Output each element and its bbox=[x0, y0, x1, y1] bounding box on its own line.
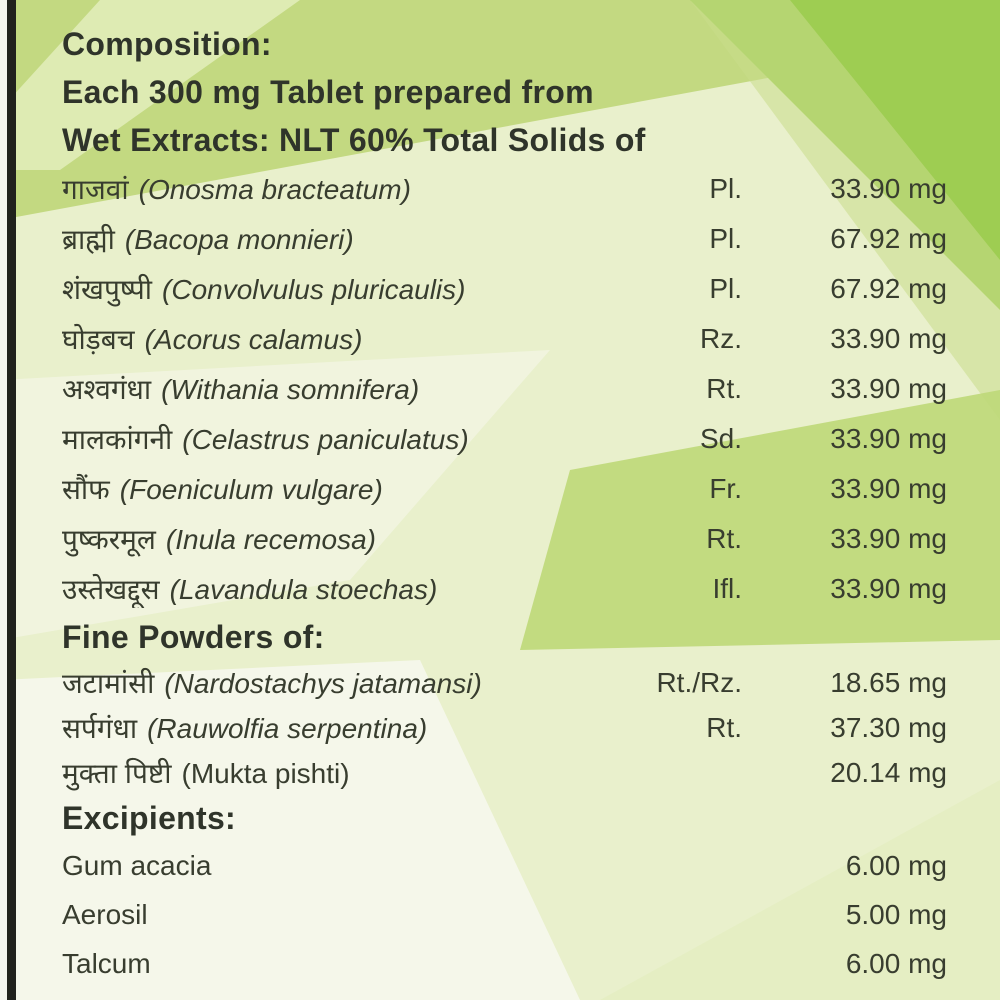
ingredient-name-latin: (Withania somnifera) bbox=[161, 374, 420, 405]
ingredient-amount: 20.14 mg bbox=[830, 756, 947, 788]
ingredient-row: पुष्करमूल (Inula recemosa) Rt. 33.90 mg bbox=[62, 514, 947, 564]
plant-part: Rt. bbox=[706, 711, 742, 743]
ingredient-row: उस्तेखद्दूस (Lavandula stoechas) Ifl. 33… bbox=[62, 564, 947, 614]
ingredient-amount: 33.90 mg bbox=[830, 173, 947, 204]
left-edge-highlight bbox=[0, 0, 7, 1000]
ingredient-row: ब्राह्मी (Bacopa monnieri) Pl. 67.92 mg bbox=[62, 214, 947, 264]
ingredient-name-hindi: जटामांसी bbox=[62, 667, 155, 699]
plant-part: Pl. bbox=[709, 173, 742, 204]
ingredient-row: गाजवां (Onosma bracteatum) Pl. 33.90 mg bbox=[62, 164, 947, 214]
excipient-row: Gum acacia 6.00 mg bbox=[62, 841, 947, 890]
ingredient-name: ब्राह्मी (Bacopa monnieri) bbox=[62, 220, 622, 258]
excipient-name: Gum acacia bbox=[62, 849, 212, 881]
ingredient-name-latin: (Celastrus paniculatus) bbox=[182, 424, 469, 455]
ingredient-name-hindi: सर्पगंधा bbox=[62, 712, 138, 744]
ingredient-row: सर्पगंधा (Rauwolfia serpentina) Rt. 37.3… bbox=[62, 705, 947, 750]
excipient-amount: 6.00 mg bbox=[845, 947, 947, 979]
excipient-amount: 6.00 mg bbox=[845, 849, 947, 881]
excipient-row: Talcum 6.00 mg bbox=[62, 939, 947, 988]
ingredient-name-latin: (Nardostachys jatamansi) bbox=[164, 667, 482, 699]
ingredient-name-latin: (Acorus calamus) bbox=[144, 324, 363, 355]
ingredient-name-hindi: उस्तेखद्दूस bbox=[62, 574, 160, 605]
ingredient-row: सौंफ (Foeniculum vulgare) Fr. 33.90 mg bbox=[62, 464, 947, 514]
ingredient-name: मालकांगनी (Celastrus paniculatus) bbox=[62, 420, 622, 458]
ingredient-amount: 33.90 mg bbox=[830, 323, 947, 354]
plant-part: Rt. bbox=[706, 373, 742, 404]
ingredient-name-hindi: शंखपुष्पी bbox=[62, 274, 153, 305]
ingredient-name: मुक्ता पिष्टी (Mukta pishti) bbox=[62, 754, 622, 792]
ingredient-row: मालकांगनी (Celastrus paniculatus) Sd. 33… bbox=[62, 414, 947, 464]
ingredient-amount: 33.90 mg bbox=[830, 523, 947, 554]
excipients-heading: Excipients: bbox=[62, 799, 237, 836]
plant-part: Rz. bbox=[700, 323, 742, 354]
ingredient-name: अश्वगंधा (Withania somnifera) bbox=[62, 370, 622, 408]
plant-part: Ifl. bbox=[712, 573, 742, 604]
ingredient-amount: 33.90 mg bbox=[830, 573, 947, 604]
plant-part: Pl. bbox=[709, 223, 742, 254]
ingredient-name: जटामांसी (Nardostachys jatamansi) bbox=[62, 664, 622, 702]
ingredient-name-hindi: मुक्ता पिष्टी bbox=[62, 757, 172, 789]
ingredient-amount: 67.92 mg bbox=[830, 223, 947, 254]
ingredient-row: घोड़बच (Acorus calamus) Rz. 33.90 mg bbox=[62, 314, 947, 364]
ingredient-name-latin: (Inula recemosa) bbox=[165, 524, 377, 555]
plant-part: Rt. bbox=[706, 523, 742, 554]
ingredient-name-hindi: पुष्करमूल bbox=[62, 524, 156, 555]
tablet-statement: Each 300 mg Tablet prepared from bbox=[62, 73, 594, 110]
ingredient-row: मुक्ता पिष्टी (Mukta pishti) 20.14 mg bbox=[62, 750, 947, 795]
ingredient-name-hindi: घोड़बच bbox=[62, 324, 135, 355]
left-edge-shadow bbox=[7, 0, 16, 1000]
ingredient-name-latin: (Onosma bracteatum) bbox=[138, 174, 411, 205]
ingredient-name: पुष्करमूल (Inula recemosa) bbox=[62, 520, 622, 558]
ingredient-name-latin: (Lavandula stoechas) bbox=[169, 574, 438, 605]
plant-part: Fr. bbox=[709, 473, 742, 504]
plant-part: Sd. bbox=[699, 423, 742, 454]
ingredient-name: सर्पगंधा (Rauwolfia serpentina) bbox=[62, 709, 622, 747]
excipient-amount: 5.00 mg bbox=[845, 898, 947, 930]
ingredient-amount: 33.90 mg bbox=[830, 373, 947, 404]
excipient-name: Aerosil bbox=[62, 898, 148, 930]
ingredient-row: जटामांसी (Nardostachys jatamansi) Rt./Rz… bbox=[62, 660, 947, 705]
ingredient-name-latin: (Bacopa monnieri) bbox=[124, 224, 354, 255]
ingredient-name-hindi: गाजवां bbox=[62, 174, 129, 205]
fine-powders-heading: Fine Powders of: bbox=[62, 618, 325, 655]
wet-extracts-heading: Wet Extracts: NLT 60% Total Solids of bbox=[62, 121, 646, 158]
ingredient-amount: 33.90 mg bbox=[830, 423, 947, 454]
ingredient-name: घोड़बच (Acorus calamus) bbox=[62, 320, 622, 358]
ingredient-name-latin: (Foeniculum vulgare) bbox=[119, 474, 383, 505]
ingredient-name: सौंफ (Foeniculum vulgare) bbox=[62, 470, 622, 508]
ingredient-name-hindi: मालकांगनी bbox=[62, 424, 173, 455]
ingredient-amount: 67.92 mg bbox=[830, 273, 947, 304]
ingredient-name-latin: (Rauwolfia serpentina) bbox=[147, 712, 428, 744]
excipient-row: Aerosil 5.00 mg bbox=[62, 890, 947, 939]
ingredient-row: शंखपुष्पी (Convolvulus pluricaulis) Pl. … bbox=[62, 264, 947, 314]
ingredient-name: शंखपुष्पी (Convolvulus pluricaulis) bbox=[62, 270, 622, 308]
composition-heading: Composition: bbox=[62, 25, 272, 62]
plant-part: Rt./Rz. bbox=[656, 666, 742, 698]
ingredient-amount: 33.90 mg bbox=[830, 473, 947, 504]
ingredient-row: अश्वगंधा (Withania somnifera) Rt. 33.90 … bbox=[62, 364, 947, 414]
excipient-name: Talcum bbox=[62, 947, 151, 979]
ingredient-amount: 37.30 mg bbox=[830, 711, 947, 743]
ingredient-name-hindi: सौंफ bbox=[62, 474, 110, 505]
ingredient-name-latin: (Mukta pishti) bbox=[181, 757, 350, 789]
ingredient-name-hindi: अश्वगंधा bbox=[62, 374, 152, 405]
ingredient-name: गाजवां (Onosma bracteatum) bbox=[62, 170, 622, 208]
ingredient-name-latin: (Convolvulus pluricaulis) bbox=[162, 274, 466, 305]
plant-part: Pl. bbox=[709, 273, 742, 304]
ingredient-name-hindi: ब्राह्मी bbox=[62, 224, 115, 255]
ingredient-name: उस्तेखद्दूस (Lavandula stoechas) bbox=[62, 570, 622, 608]
ingredient-amount: 18.65 mg bbox=[830, 666, 947, 698]
